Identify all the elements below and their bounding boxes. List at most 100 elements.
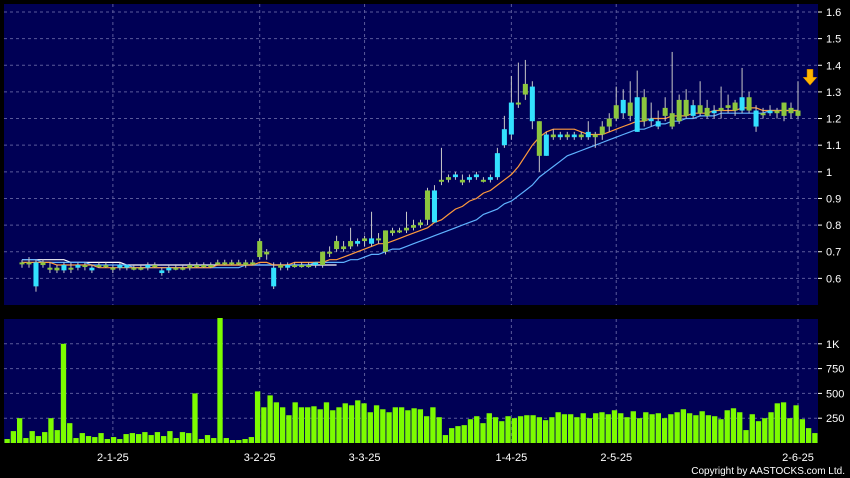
candle-body (320, 251, 326, 266)
candle-body (718, 107, 724, 111)
candle-body (634, 97, 640, 132)
candle-body (271, 267, 277, 287)
volume-bar (649, 414, 655, 443)
volume-bar (254, 391, 261, 443)
candle-body (564, 134, 570, 138)
x-tick-label: 3-2-25 (244, 452, 276, 464)
candle-body (641, 97, 647, 122)
candle-body (299, 265, 305, 268)
volume-bar (161, 436, 167, 443)
candle-body (487, 177, 493, 180)
candle-body (341, 246, 347, 250)
volume-bar (79, 433, 85, 443)
volume-bar (73, 438, 79, 443)
volume-bar (768, 412, 774, 443)
candle-body (494, 153, 500, 178)
y-tick-label: 0.9 (826, 193, 841, 205)
volume-bar (780, 402, 787, 443)
volume-bar (762, 418, 768, 443)
candle-body (627, 102, 633, 116)
volume-bar (261, 407, 267, 443)
candle-body (599, 126, 605, 135)
volume-bar (787, 418, 793, 443)
candle-body (683, 99, 689, 116)
candle-body (557, 134, 563, 138)
volume-bar (699, 411, 705, 443)
candle-body (396, 230, 403, 233)
volume-bar (524, 415, 530, 443)
volume-bar (693, 415, 699, 443)
y-tick-label: 1.5 (826, 34, 841, 46)
volume-bar (499, 421, 505, 443)
volume-bar (35, 436, 42, 443)
volume-bar (129, 433, 136, 443)
candle-body (124, 265, 130, 268)
candle-body (515, 102, 521, 105)
candle-body (473, 174, 479, 178)
volume-bar (630, 411, 636, 443)
volume-bar (286, 415, 292, 443)
volume-bar (336, 407, 342, 443)
last-price-down-arrow-icon (802, 68, 818, 86)
candle-body (606, 118, 612, 127)
volume-bar (549, 417, 555, 443)
volume-bar (743, 430, 749, 443)
candle-body (26, 262, 32, 265)
volume-bar (680, 409, 687, 443)
candle-body (536, 121, 542, 156)
volume-bar (380, 409, 386, 443)
volume-bar (242, 439, 248, 443)
volume-bar (142, 432, 148, 443)
candle-body (229, 262, 235, 265)
candle-body (529, 86, 535, 122)
candle-body (662, 107, 668, 116)
candle-body (96, 265, 102, 268)
volume-bar (135, 434, 142, 443)
volume-bar (110, 437, 117, 443)
candle-body (47, 267, 53, 270)
volume-bar (655, 413, 661, 443)
candle-body (264, 251, 270, 255)
candle-body (201, 265, 207, 268)
volume-bar (48, 418, 54, 443)
volume-bar (423, 416, 430, 443)
candle-body (760, 113, 766, 116)
candle-body (306, 265, 312, 268)
volume-bar (430, 407, 436, 443)
y-tick-label: 1 (826, 167, 832, 179)
volume-bar (624, 417, 630, 443)
volume-bar (167, 431, 173, 443)
volume-bar (480, 423, 486, 443)
candle-body (648, 118, 654, 122)
volume-bar (668, 414, 674, 443)
volume-bar (474, 416, 480, 443)
candle-body (110, 267, 116, 270)
volume-bar (279, 407, 286, 443)
volume-bar (4, 439, 10, 443)
candle-body (452, 174, 458, 178)
candle-body (585, 131, 591, 138)
candle-body (145, 265, 151, 268)
candle-body (61, 265, 67, 271)
candle-body (522, 83, 528, 95)
volume-bar (568, 414, 574, 443)
candle-body (438, 179, 444, 182)
candle-body (613, 105, 619, 119)
candle-body (753, 110, 759, 127)
volume-bar (661, 418, 668, 443)
y-tick-label: 1.3 (826, 87, 841, 99)
y-tick-label: 0.8 (826, 220, 841, 232)
candle-body (187, 265, 193, 268)
candle-body (75, 265, 81, 268)
volume-bar (211, 438, 217, 443)
volume-bar (574, 417, 580, 443)
volume-bar (561, 414, 568, 443)
volume-bar (555, 412, 561, 443)
volume-bar (530, 415, 536, 443)
volume-bar (442, 435, 449, 443)
volume-bar (330, 410, 336, 443)
candle-body (417, 222, 424, 226)
candle-body (543, 134, 549, 156)
volume-bar (117, 439, 123, 443)
candle-body (215, 262, 221, 265)
